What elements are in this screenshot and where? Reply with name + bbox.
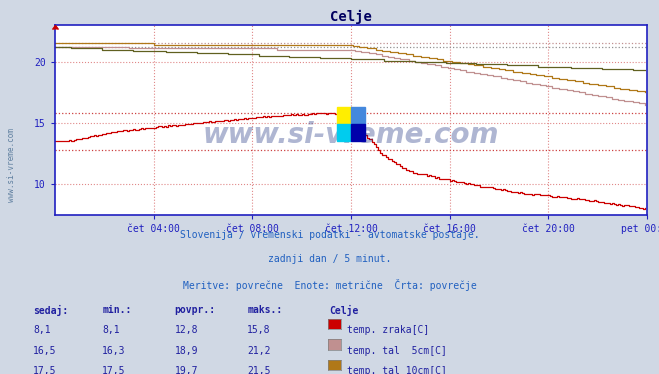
Text: 19,7: 19,7 [175,367,198,374]
Text: 17,5: 17,5 [102,367,126,374]
Text: min.:: min.: [102,305,132,315]
Text: 8,1: 8,1 [33,325,51,335]
Text: zadnji dan / 5 minut.: zadnji dan / 5 minut. [268,254,391,264]
Text: maks.:: maks.: [247,305,282,315]
Text: 16,3: 16,3 [102,346,126,356]
Text: temp. tal  5cm[C]: temp. tal 5cm[C] [347,346,447,356]
Text: 21,5: 21,5 [247,367,271,374]
Bar [351,124,365,141]
Text: Slovenija / vremenski podatki - avtomatske postaje.: Slovenija / vremenski podatki - avtomats… [180,230,479,240]
Text: 21,2: 21,2 [247,346,271,356]
Title: Celje: Celje [330,10,372,24]
Text: 8,1: 8,1 [102,325,120,335]
Text: 15,8: 15,8 [247,325,271,335]
Bar [351,107,365,124]
Text: 16,5: 16,5 [33,346,57,356]
Bar [337,107,351,124]
Text: povpr.:: povpr.: [175,305,215,315]
Bar [337,124,351,141]
Text: Celje: Celje [330,305,359,316]
Text: temp. zraka[C]: temp. zraka[C] [347,325,429,335]
Text: www.si-vreme.com: www.si-vreme.com [203,121,500,149]
Text: temp. tal 10cm[C]: temp. tal 10cm[C] [347,367,447,374]
Text: Meritve: povrečne  Enote: metrične  Črta: povrečje: Meritve: povrečne Enote: metrične Črta: … [183,279,476,291]
Text: 18,9: 18,9 [175,346,198,356]
Text: 17,5: 17,5 [33,367,57,374]
Text: sedaj:: sedaj: [33,305,68,316]
Text: www.si-vreme.com: www.si-vreme.com [7,128,16,202]
Text: 12,8: 12,8 [175,325,198,335]
